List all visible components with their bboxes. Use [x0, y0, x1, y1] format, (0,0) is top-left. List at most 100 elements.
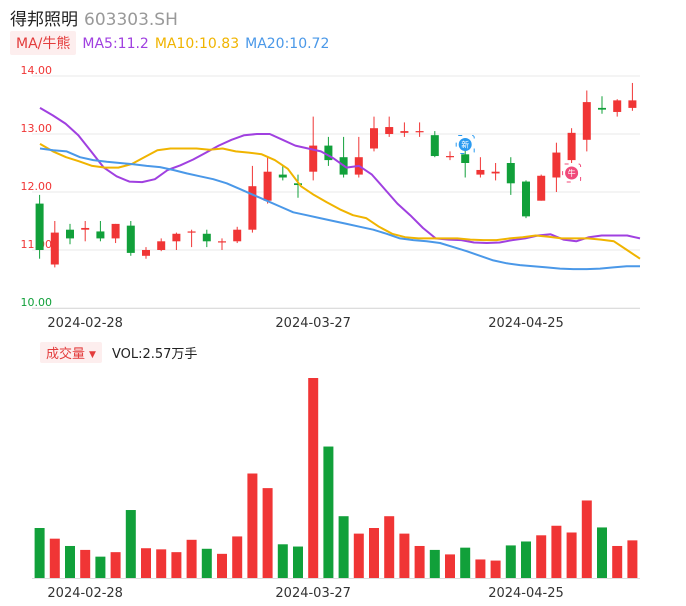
ma10-line [39, 143, 641, 260]
volume-bar [414, 545, 425, 578]
ma-legend: MA/牛熊 MA5:11.2 MA10:10.83 MA20:10.72 [10, 31, 329, 55]
volume-bar [232, 536, 243, 578]
candle-body [66, 229, 74, 239]
candle-body [187, 231, 196, 233]
new-badge-icon-label: 新 [461, 140, 469, 150]
volume-indicator-label: 成交量 [46, 347, 86, 362]
candle-body [415, 131, 424, 133]
candle-body [491, 171, 500, 174]
volume-bar [399, 533, 410, 578]
candle-body [552, 152, 561, 178]
volume-indicator-dropdown[interactable]: 成交量 ▼ [40, 342, 102, 363]
candle-body [476, 169, 485, 175]
candle-body [385, 127, 394, 134]
volume-bar [247, 473, 258, 578]
volume-bar [186, 539, 197, 578]
volume-bar [277, 544, 288, 578]
volume-bar [293, 546, 303, 578]
stock-code: 603303.SH [84, 10, 178, 30]
volume-bar [80, 549, 91, 578]
candle-body [263, 171, 272, 201]
ma-bull-bear-toggle[interactable]: MA/牛熊 [10, 31, 77, 55]
candle-body [248, 186, 257, 230]
stock-title: 得邦照明 603303.SH [10, 5, 178, 30]
ma20-label: MA20:10.72 [245, 36, 330, 52]
candle-body [324, 145, 333, 161]
bull-badge-icon-label: 牛 [568, 168, 576, 178]
y-tick-label: 14.00 [21, 64, 53, 77]
candle-body [142, 250, 150, 256]
candle-body [537, 175, 546, 201]
candle-body [172, 233, 181, 242]
y-tick-label: 12.00 [21, 180, 53, 193]
volume-bar [445, 554, 455, 578]
volume-bar [201, 548, 212, 578]
volume-bar [384, 516, 395, 578]
candle-body [567, 132, 576, 161]
volume-bar [536, 535, 547, 578]
caret-down-icon: ▼ [89, 350, 96, 360]
candle-body [233, 229, 242, 242]
x-tick-label: 2024-02-28 [47, 316, 123, 331]
ma5-label: MA5:11.2 [82, 36, 149, 52]
volume-bar [141, 548, 151, 578]
candle-body [461, 154, 470, 163]
new-badge-icon-frame [455, 135, 475, 154]
volume-bar [171, 552, 182, 578]
volume-bar [597, 527, 607, 578]
y-tick-label: 10.00 [21, 296, 53, 309]
volume-bar [156, 549, 167, 578]
stock-name: 得邦照明 [10, 10, 78, 30]
x-tick-label: 2024-03-27 [275, 316, 351, 331]
volume-bar [308, 378, 319, 578]
candle-body [598, 107, 606, 110]
bull-badge-icon-frame [562, 163, 582, 183]
candle-body [81, 227, 90, 230]
candle-body [309, 145, 318, 172]
candle-body [278, 174, 287, 178]
volume-bar [49, 538, 60, 578]
volume-x-tick-label: 2024-02-28 [47, 586, 123, 601]
volume-bar [581, 500, 592, 578]
candle-body [126, 225, 135, 253]
volume-bar [627, 540, 638, 578]
candle-body [294, 183, 302, 186]
volume-bar [125, 510, 136, 578]
volume-x-tick-label: 2024-03-27 [275, 586, 351, 601]
volume-bar [34, 528, 45, 578]
volume-bar [110, 552, 121, 578]
y-tick-label: 13.00 [21, 122, 53, 135]
ma20-line [39, 147, 640, 271]
volume-x-tick-label: 2024-04-25 [488, 586, 564, 601]
candle-body [582, 102, 591, 140]
volume-bar [338, 516, 349, 578]
bull-badge-icon [565, 166, 579, 180]
candle-body [628, 100, 637, 108]
volume-bar [353, 533, 364, 578]
volume-bar [217, 553, 227, 578]
candle-body [400, 131, 409, 133]
volume-bar [460, 547, 471, 578]
x-tick-label: 2024-04-25 [488, 316, 564, 331]
candle-body [522, 181, 530, 217]
candle-body [96, 231, 105, 239]
volume-bar [65, 545, 75, 578]
candle-body [446, 156, 454, 158]
volume-bar [369, 528, 379, 578]
candle-body [35, 203, 44, 250]
volume-bar [95, 556, 106, 578]
candle-body [370, 128, 378, 149]
candle-body [506, 163, 515, 184]
candle-body [50, 232, 59, 265]
new-badge-icon [458, 138, 472, 151]
volume-bar [475, 559, 486, 578]
candle-body [430, 135, 439, 157]
volume-bar [323, 446, 334, 578]
volume-legend: 成交量 ▼ VOL:2.57万手 [40, 342, 197, 363]
volume-bar [262, 488, 273, 578]
volume-bar [566, 532, 577, 578]
ma10-label: MA10:10.83 [154, 36, 240, 52]
volume-bar [521, 541, 531, 578]
candle-body [218, 241, 226, 243]
